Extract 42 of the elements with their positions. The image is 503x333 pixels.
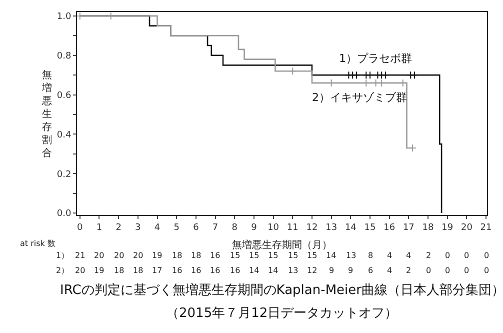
x-tick-label: 9: [251, 222, 258, 233]
x-tick-label: 10: [268, 222, 280, 233]
x-axis-title: 無増悪生存期間（月）: [232, 239, 332, 251]
point: [410, 71, 418, 80]
point: [381, 71, 390, 80]
y-tick-label: 1.0: [56, 12, 72, 22]
x-tick-label: 18: [422, 222, 434, 233]
x-tick-label: 6: [193, 222, 200, 233]
series-label: 2）イキサゾミブ群: [312, 91, 407, 104]
x-tick-label: 20: [460, 222, 473, 233]
y-tick-label: 0.6: [56, 90, 72, 101]
text: 1） 21 20 20 20 19 18 18 16 15 15 15 15 15 14 13 8 4 4 2 0 0 0: [56, 251, 490, 260]
text: at risk 数: [20, 239, 56, 248]
point: [288, 67, 297, 76]
text: 2） 20 19 18 18 17 16 16 16 16 14 14 13 12 9 9 6 4 2 0 0 0 0: [56, 266, 490, 275]
y-axis-title: 無増悪生存割合: [41, 69, 52, 159]
x-tick-label: 19: [442, 222, 454, 233]
x-tick-label: 5: [174, 222, 180, 233]
x-tick-label: 13: [326, 222, 338, 233]
x-tick-label: 7: [212, 222, 218, 233]
point: [366, 71, 374, 80]
text: IRCの判定に基づく無増悪生存期間のKaplan-Meier曲線（日本人部分集団）: [60, 282, 503, 298]
x-tick-label: 16: [384, 222, 396, 233]
x-tick-label: 14: [344, 222, 357, 233]
x-tick-label: 8: [232, 222, 238, 233]
text: （2015年７月12日データカットオフ）: [166, 306, 398, 321]
x-tick-label: 1: [96, 222, 102, 233]
x-tick-label: 17: [402, 222, 414, 233]
y-tick-label: 0.0: [56, 209, 72, 220]
series-label: 1）プラセボ群: [339, 52, 412, 65]
x-tick-label: 0: [77, 222, 84, 233]
x-tick-label: 2: [116, 222, 122, 233]
x-tick-label: 15: [364, 222, 376, 233]
y-tick-label: 0.4: [56, 130, 72, 140]
x-tick-label: 12: [306, 222, 318, 233]
y-tick-label: 0.2: [56, 170, 72, 180]
y-tick-label: 0.8: [56, 52, 72, 62]
point: [352, 71, 360, 80]
x-tick-label: 4: [154, 222, 160, 233]
x-tick-label: 11: [286, 222, 298, 233]
x-tick-label: 3: [135, 222, 141, 233]
x-tick-label: 21: [480, 222, 492, 233]
